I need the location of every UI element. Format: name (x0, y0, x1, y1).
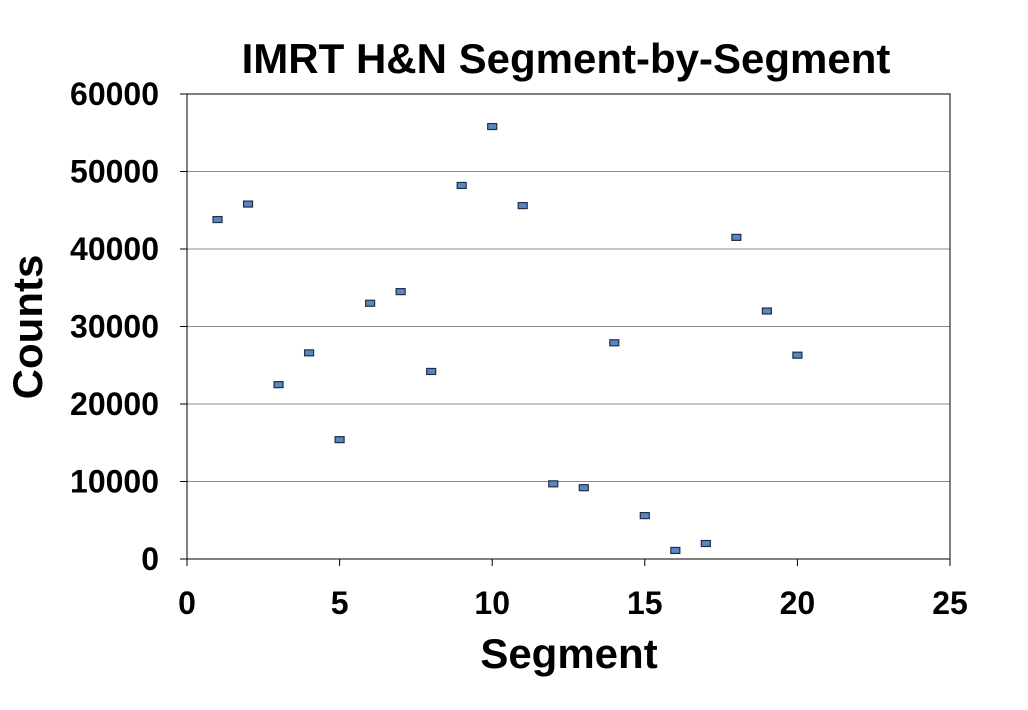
data-point (334, 436, 345, 444)
x-tick-label: 15 (627, 585, 663, 621)
data-point (426, 367, 437, 376)
data-points (212, 122, 803, 555)
y-tick-label: 0 (141, 541, 159, 577)
data-point (273, 381, 284, 389)
data-point (303, 349, 315, 357)
y-tick-label: 40000 (70, 231, 159, 267)
x-tick-label: 0 (178, 585, 196, 621)
y-tick-label: 10000 (70, 464, 159, 500)
y-tick-label: 50000 (70, 154, 159, 190)
data-point (670, 546, 681, 555)
data-point (700, 539, 711, 548)
y-tick-label: 60000 (70, 76, 159, 112)
data-point (517, 202, 528, 210)
data-point (548, 480, 559, 488)
y-axis-label: Counts (4, 255, 51, 400)
x-tick-label: 20 (780, 585, 816, 621)
data-point (212, 215, 223, 224)
data-point (639, 511, 650, 520)
x-tick-label: 10 (474, 585, 510, 621)
y-tick-label: 30000 (70, 309, 159, 345)
data-point (578, 484, 589, 492)
data-point (365, 299, 376, 307)
x-axis-label: Segment (480, 630, 657, 677)
data-point (609, 339, 620, 347)
data-point (761, 307, 772, 315)
data-point (242, 200, 254, 208)
y-axis-ticks: 0 10000 20000 30000 40000 50000 60000 (70, 76, 187, 577)
y-tick-label: 20000 (70, 386, 159, 422)
data-point (792, 351, 803, 359)
x-tick-label: 5 (331, 585, 349, 621)
x-axis-ticks: 0 5 10 15 20 25 (178, 559, 968, 621)
data-point (731, 233, 742, 241)
data-point (456, 181, 467, 190)
data-point (487, 122, 498, 131)
chart-title: IMRT H&N Segment-by-Segment (242, 35, 891, 82)
gridlines (187, 93, 950, 482)
data-point (395, 288, 406, 296)
x-tick-label: 25 (932, 585, 968, 621)
